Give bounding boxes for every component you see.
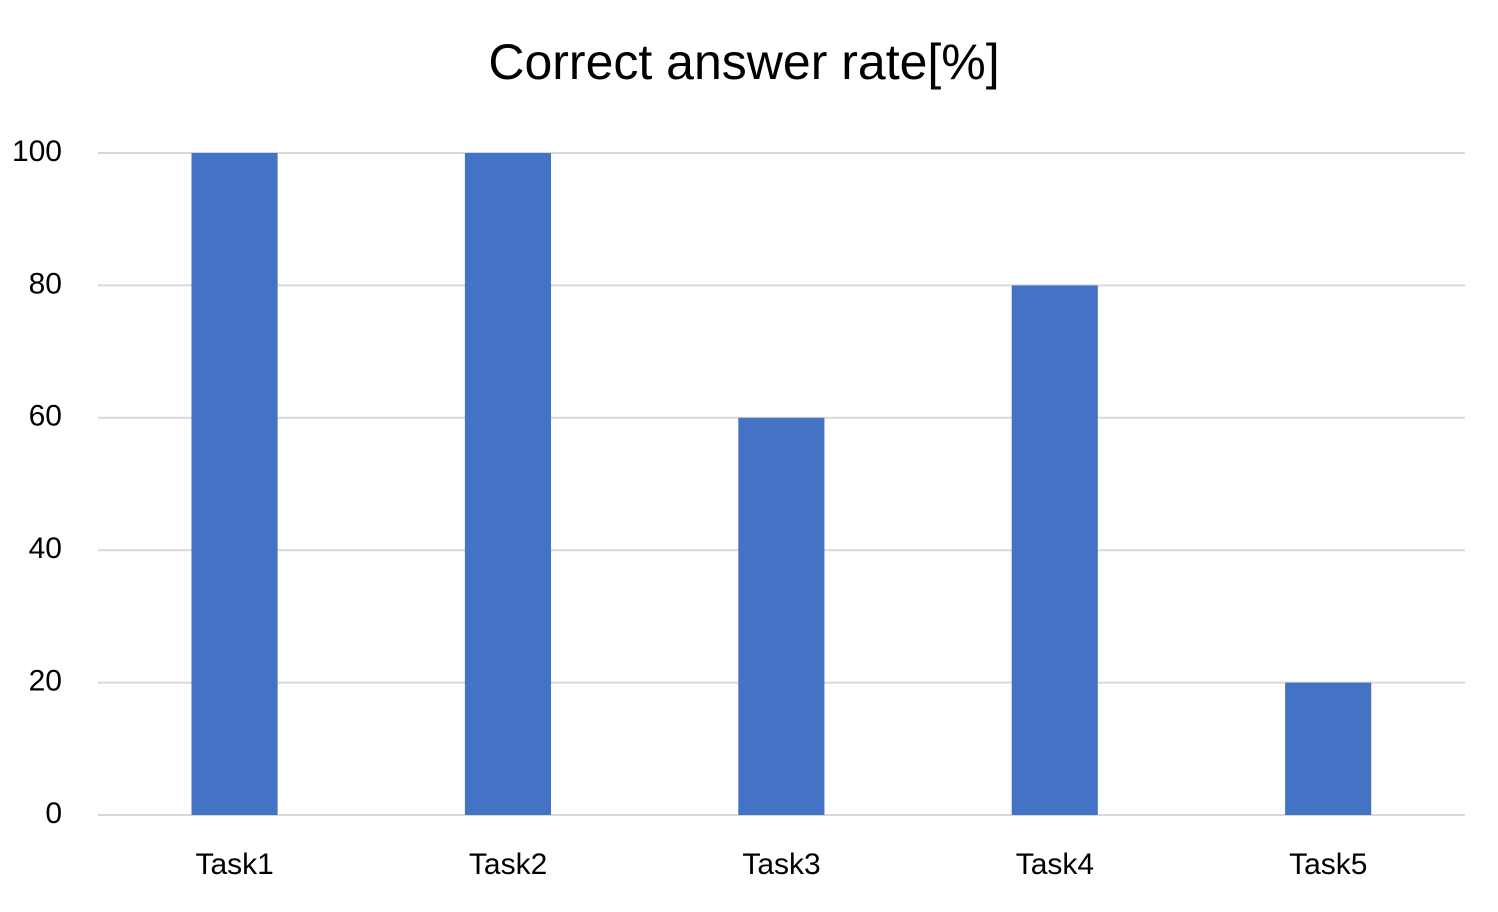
- x-tick-label: Task5: [1289, 848, 1367, 881]
- y-tick-label: 80: [29, 267, 62, 300]
- y-tick-label: 100: [12, 135, 62, 168]
- bar: [1011, 285, 1098, 815]
- bar: [464, 153, 552, 815]
- chart-title: Correct answer rate[%]: [488, 34, 999, 90]
- y-tick-label: 0: [45, 797, 62, 830]
- x-tick-label: Task4: [1016, 848, 1094, 881]
- y-tick-label: 20: [29, 665, 62, 698]
- bar: [738, 417, 825, 815]
- x-tick-label: Task3: [742, 848, 820, 881]
- x-tick-label: Task2: [469, 848, 547, 881]
- y-tick-label: 40: [29, 532, 62, 565]
- y-tick-label: 60: [29, 400, 62, 433]
- x-tick-label: Task1: [196, 848, 274, 881]
- bar: [191, 153, 278, 815]
- bar: [1285, 682, 1372, 815]
